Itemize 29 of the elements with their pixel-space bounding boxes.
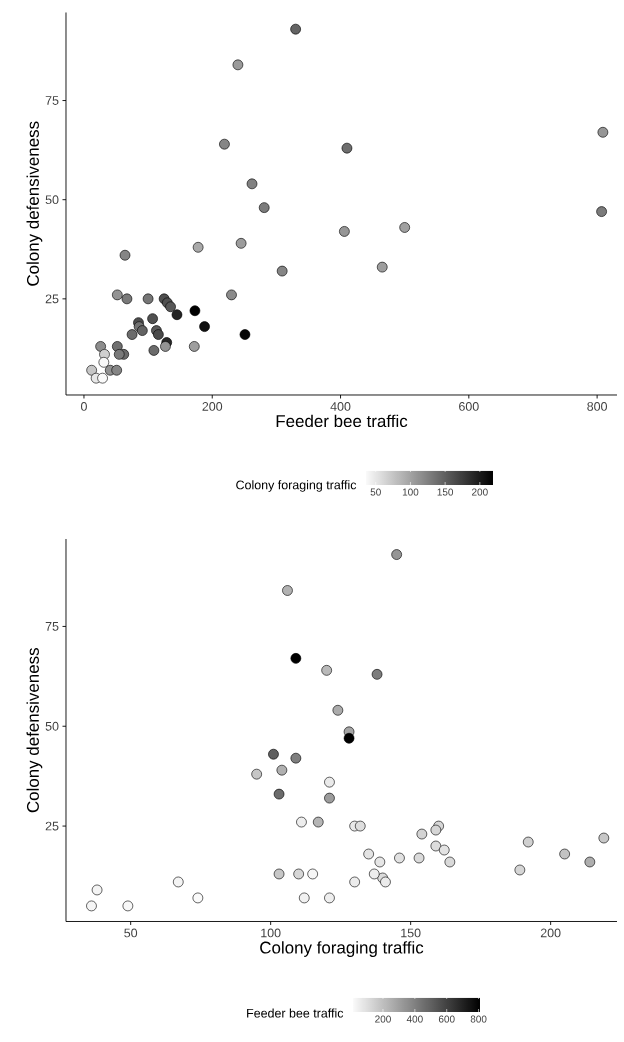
- color-bar-label: 100: [402, 488, 419, 496]
- color-bar-label: 400: [406, 1015, 423, 1023]
- color-bar-label: 150: [437, 488, 454, 496]
- y-tick-label: 75: [45, 622, 59, 631]
- x-axis-title: Feeder bee traffic: [276, 414, 408, 428]
- x-tick-label: 200: [202, 402, 223, 411]
- y-tick-label: 50: [45, 721, 59, 731]
- y-tick-label: 25: [45, 294, 59, 304]
- color-bar-label: 200: [375, 1015, 391, 1023]
- x-tick-label: 100: [261, 928, 281, 938]
- color-bar-title: Colony foraging traffic: [236, 480, 357, 492]
- y-axis-title: Colony defensiveness: [26, 121, 43, 286]
- y-axis-title: Colony defensiveness: [26, 648, 43, 813]
- x-axis-title: Colony foraging traffic: [260, 941, 424, 957]
- x-tick-label: 400: [330, 402, 351, 411]
- x-tick-label: 800: [587, 402, 608, 411]
- color-bar-title: Feeder bee traffic: [247, 1008, 344, 1018]
- x-tick-label: 50: [124, 928, 138, 938]
- y-tick-label: 50: [45, 195, 59, 205]
- color-bar-label: 200: [472, 488, 488, 496]
- color-bar-label: 800: [470, 1015, 487, 1023]
- color-bar-label: 600: [438, 1015, 455, 1023]
- y-tick-label: 25: [45, 821, 59, 831]
- x-tick-label: 0: [80, 402, 87, 411]
- x-tick-label: 200: [540, 928, 561, 938]
- y-tick-label: 75: [45, 96, 59, 105]
- color-bar-label: 50: [370, 488, 381, 496]
- x-tick-label: 600: [459, 402, 479, 411]
- x-tick-label: 150: [401, 928, 421, 938]
